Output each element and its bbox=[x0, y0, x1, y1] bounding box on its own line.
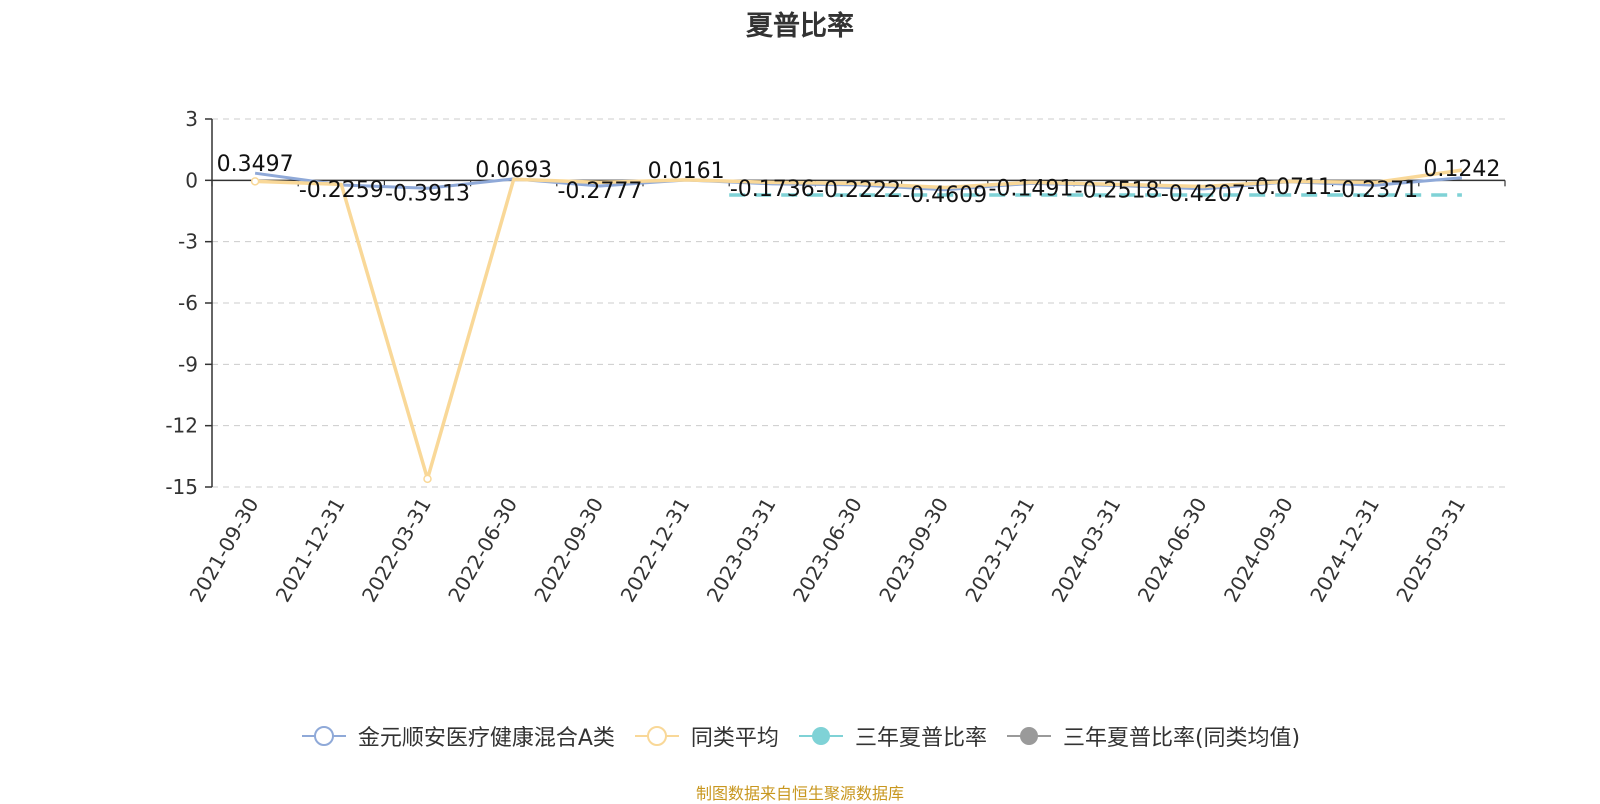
legend-item[interactable]: 金元顺安医疗健康混合A类 bbox=[300, 720, 615, 752]
data-label: 0.0693 bbox=[475, 158, 552, 183]
x-tick-label: 2022-12-31 bbox=[616, 494, 695, 607]
x-tick-label: 2025-03-31 bbox=[1391, 494, 1470, 607]
data-source-note: 制图数据来自恒生聚源数据库 bbox=[695, 784, 904, 803]
x-tick-label: 2022-06-30 bbox=[443, 494, 522, 607]
data-point-peer-average bbox=[250, 177, 260, 186]
data-label: 0.3497 bbox=[217, 152, 294, 177]
x-tick-label: 2022-09-30 bbox=[529, 494, 608, 607]
data-label: -0.2777 bbox=[557, 179, 642, 204]
legend-item[interactable]: 同类平均 bbox=[633, 720, 779, 752]
y-tick-label: -9 bbox=[178, 352, 198, 376]
legend-label: 金元顺安医疗健康混合A类 bbox=[357, 726, 615, 751]
legend-swatch-icon bbox=[798, 727, 843, 745]
y-tick-label: 0 bbox=[185, 168, 198, 192]
data-labels: 0.3497-0.2259 -0.39130.0693-0.27770.0161-… bbox=[217, 152, 1501, 208]
data-label: -0.1491 bbox=[988, 176, 1073, 201]
data-label: -0.2222 bbox=[816, 178, 901, 203]
x-tick-label: 2023-06-30 bbox=[788, 494, 867, 607]
data-point-peer-average bbox=[423, 474, 432, 484]
data-label: -0.3913 bbox=[385, 181, 470, 206]
x-tick-label: 2022-03-31 bbox=[357, 494, 436, 607]
series-lines bbox=[250, 168, 1463, 484]
legend-swatch-icon bbox=[634, 726, 679, 746]
legend-label: 同类平均 bbox=[690, 726, 779, 751]
legend-swatch-icon bbox=[1006, 727, 1051, 745]
x-tick-label: 2021-12-31 bbox=[271, 494, 350, 607]
data-label: -0.1736 bbox=[730, 177, 815, 202]
legend-item[interactable]: 三年夏普比率 bbox=[797, 720, 987, 752]
legend-label: 三年夏普比率(同类均值) bbox=[1062, 726, 1301, 751]
legend-swatch-icon bbox=[301, 726, 346, 746]
x-tick-label: 2024-06-30 bbox=[1133, 494, 1212, 607]
series-line-peer-average bbox=[255, 168, 1463, 481]
legend-item[interactable]: 三年夏普比率(同类均值) bbox=[1005, 720, 1300, 752]
x-tick-label: 2023-12-31 bbox=[960, 494, 1039, 607]
data-label: -0.2371 bbox=[1333, 178, 1418, 203]
y-tick-label: 3 bbox=[185, 107, 198, 131]
y-tick-label: -15 bbox=[165, 475, 198, 499]
data-label: -0.0711 bbox=[1247, 175, 1332, 200]
data-label: 0.0161 bbox=[648, 159, 725, 184]
x-tick-label: 2021-09-30 bbox=[185, 494, 264, 607]
data-label: -0.2518 bbox=[1075, 178, 1160, 203]
data-label: 0.1242 bbox=[1423, 157, 1500, 182]
x-tick-label: 2024-09-30 bbox=[1219, 494, 1298, 607]
legend: 金元顺安医疗健康混合A类 同类平均 三年夏普比率 三年夏普比率(同类均值) bbox=[0, 720, 1600, 752]
x-tick-label: 2023-09-30 bbox=[874, 493, 953, 606]
legend-label: 三年夏普比率 bbox=[854, 726, 987, 751]
y-tick-label: -12 bbox=[165, 414, 198, 438]
chart-title: 夏普比率 bbox=[746, 11, 854, 42]
x-tick-label: 2024-03-31 bbox=[1047, 494, 1126, 607]
data-label: -0.4207 bbox=[1161, 182, 1246, 207]
data-label: -0.2259 bbox=[299, 178, 384, 203]
x-tick-label: 2023-03-31 bbox=[702, 494, 781, 607]
data-label: -0.4609 bbox=[902, 183, 987, 208]
x-tick-label: 2024-12-31 bbox=[1305, 494, 1384, 607]
y-tick-label: -6 bbox=[178, 291, 198, 315]
y-tick-label: -3 bbox=[178, 230, 198, 254]
